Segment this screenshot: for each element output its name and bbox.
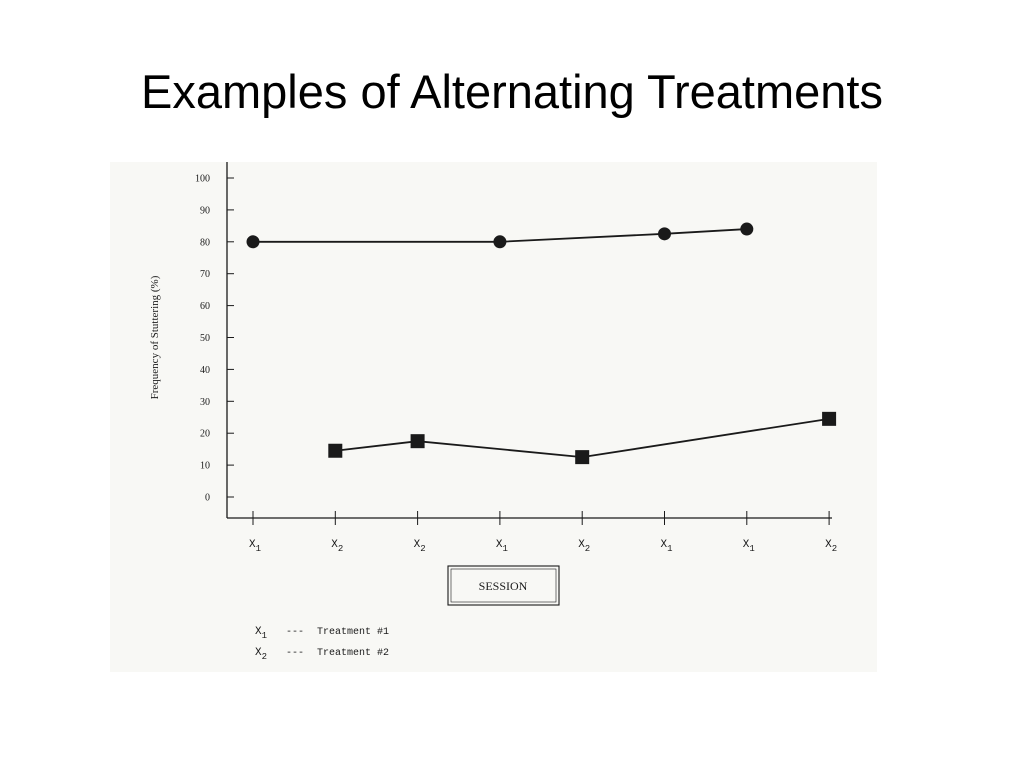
data-point-circle xyxy=(740,222,754,236)
legend-separator: --- xyxy=(286,627,304,638)
x-tick-label: X1 xyxy=(743,539,755,554)
legend-text: Treatment #1 xyxy=(317,627,389,638)
data-point-circle xyxy=(658,227,671,241)
x-tick-label: X1 xyxy=(496,539,508,554)
chart-svg: 0 10 20 30 40 50 60 70 80 90 100 Frequency of Stutt… xyxy=(149,162,837,662)
data-point-square xyxy=(328,443,343,458)
y-tick-label: 0 xyxy=(205,493,210,504)
y-tick-label: 40 xyxy=(200,365,210,376)
x-label-frame-outer xyxy=(447,565,560,606)
data-point-square xyxy=(410,434,425,449)
series-line-2 xyxy=(335,417,830,459)
x-axis: X1 X2 X2 X1 X2 X1 X1 X2 xyxy=(227,511,837,554)
y-tick-label: 90 xyxy=(200,205,210,216)
x-tick-label: X1 xyxy=(661,539,673,554)
legend-symbol: X2 xyxy=(255,647,267,662)
x-tick-label: X2 xyxy=(578,539,590,554)
data-point-square xyxy=(822,411,837,426)
data-point-square xyxy=(575,450,590,465)
y-tick-label: 30 xyxy=(200,397,210,408)
y-tick-label: 80 xyxy=(200,237,210,248)
y-tick-label: 60 xyxy=(200,301,210,312)
y-tick-label: 20 xyxy=(200,429,210,440)
data-point-circle xyxy=(246,235,260,249)
x-label-frame-inner xyxy=(450,568,557,603)
slide-title: Examples of Alternating Treatments xyxy=(141,65,883,118)
x-axis-label-box: SESSION xyxy=(447,565,560,606)
legend: X1 --- Treatment #1 X2 --- Treatment #2 xyxy=(255,626,389,662)
y-tick-label: 100 xyxy=(195,174,210,185)
y-axis: 0 10 20 30 40 50 60 70 80 90 100 Frequency of Stutt… xyxy=(149,162,234,518)
y-tick-label: 50 xyxy=(200,333,210,344)
chart-figure: 0 10 20 30 40 50 60 70 80 90 100 Frequency of Stutt… xyxy=(110,162,877,672)
x-tick-label: X2 xyxy=(414,539,426,554)
legend-separator: --- xyxy=(286,648,304,659)
legend-text: Treatment #2 xyxy=(317,648,389,659)
x-tick-label: X1 xyxy=(249,539,261,554)
legend-symbol: X1 xyxy=(255,626,267,641)
y-axis-label: Frequency of Stuttering (%) xyxy=(149,275,161,399)
y-tick-label: 70 xyxy=(200,269,210,280)
y-tick-label: 10 xyxy=(200,461,210,472)
x-tick-label: X2 xyxy=(331,539,343,554)
series-line-1 xyxy=(253,228,747,243)
x-axis-label: SESSION xyxy=(479,579,528,593)
data-point-circle xyxy=(493,235,507,249)
series-layer xyxy=(246,222,837,465)
x-tick-label: X2 xyxy=(825,539,837,554)
